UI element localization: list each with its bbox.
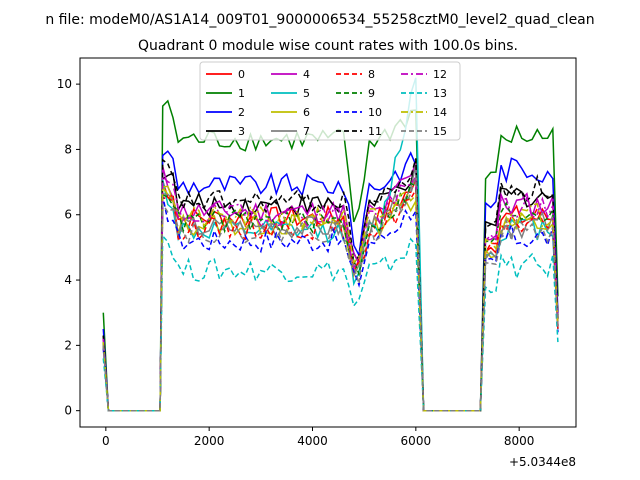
legend-label-8: 8 bbox=[368, 68, 375, 81]
legend-label-14: 14 bbox=[433, 106, 447, 119]
x-tick-label: 4000 bbox=[297, 434, 328, 448]
y-tick-label: 4 bbox=[64, 273, 72, 287]
legend-label-3: 3 bbox=[238, 125, 245, 138]
legend-label-6: 6 bbox=[303, 106, 310, 119]
y-axis: 0 2 4 6 8 10 bbox=[57, 77, 80, 418]
legend-box bbox=[199, 61, 461, 141]
y-tick-label: 0 bbox=[64, 404, 72, 418]
legend-label-13: 13 bbox=[433, 87, 447, 100]
legend-label-15: 15 bbox=[433, 125, 447, 138]
series-line-14 bbox=[102, 185, 559, 412]
y-tick-label: 8 bbox=[64, 142, 72, 156]
y-tick-label: 2 bbox=[64, 338, 72, 352]
legend-label-5: 5 bbox=[303, 87, 310, 100]
legend-label-7: 7 bbox=[303, 125, 310, 138]
series-line-15 bbox=[102, 174, 559, 412]
series-line-12 bbox=[102, 174, 559, 412]
legend-label-9: 9 bbox=[368, 87, 375, 100]
plot-series bbox=[102, 77, 559, 412]
legend-label-11: 11 bbox=[368, 125, 382, 138]
x-tick-label: 0 bbox=[102, 434, 110, 448]
x-tick-label: 2000 bbox=[194, 434, 225, 448]
legend-label-2: 2 bbox=[238, 106, 245, 119]
y-tick-label: 6 bbox=[64, 208, 72, 222]
x-tick-label: 6000 bbox=[401, 434, 432, 448]
legend-label-1: 1 bbox=[238, 87, 245, 100]
series-line-13 bbox=[102, 234, 559, 412]
legend-label-10: 10 bbox=[368, 106, 382, 119]
x-axis: 0 2000 4000 6000 8000 bbox=[102, 427, 534, 448]
x-axis-offset-label: +5.0344e8 bbox=[509, 455, 576, 469]
legend-label-0: 0 bbox=[238, 68, 245, 81]
axes-frame bbox=[79, 57, 577, 428]
figure-suptitle: n file: modeM0/AS1A14_009T01_9000006534_… bbox=[45, 12, 594, 28]
y-tick-label: 10 bbox=[57, 77, 72, 91]
legend-label-4: 4 bbox=[303, 68, 310, 81]
legend-label-12: 12 bbox=[433, 68, 447, 81]
chart-title: Quadrant 0 module wise count rates with … bbox=[138, 38, 518, 54]
x-tick-label: 8000 bbox=[504, 434, 535, 448]
